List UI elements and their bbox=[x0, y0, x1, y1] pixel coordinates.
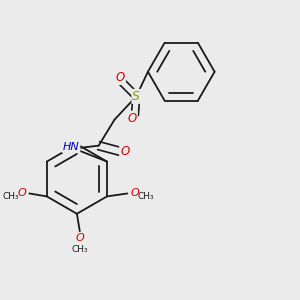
Text: O: O bbox=[18, 188, 26, 199]
Text: O: O bbox=[128, 112, 136, 124]
Text: O: O bbox=[116, 71, 125, 84]
Text: HN: HN bbox=[63, 142, 80, 152]
Text: CH₃: CH₃ bbox=[71, 245, 88, 254]
Text: O: O bbox=[130, 188, 139, 199]
Text: S: S bbox=[132, 90, 140, 103]
Text: O: O bbox=[75, 233, 84, 243]
Text: CH₃: CH₃ bbox=[3, 192, 20, 201]
Text: CH₃: CH₃ bbox=[137, 192, 154, 201]
Text: O: O bbox=[120, 145, 129, 158]
